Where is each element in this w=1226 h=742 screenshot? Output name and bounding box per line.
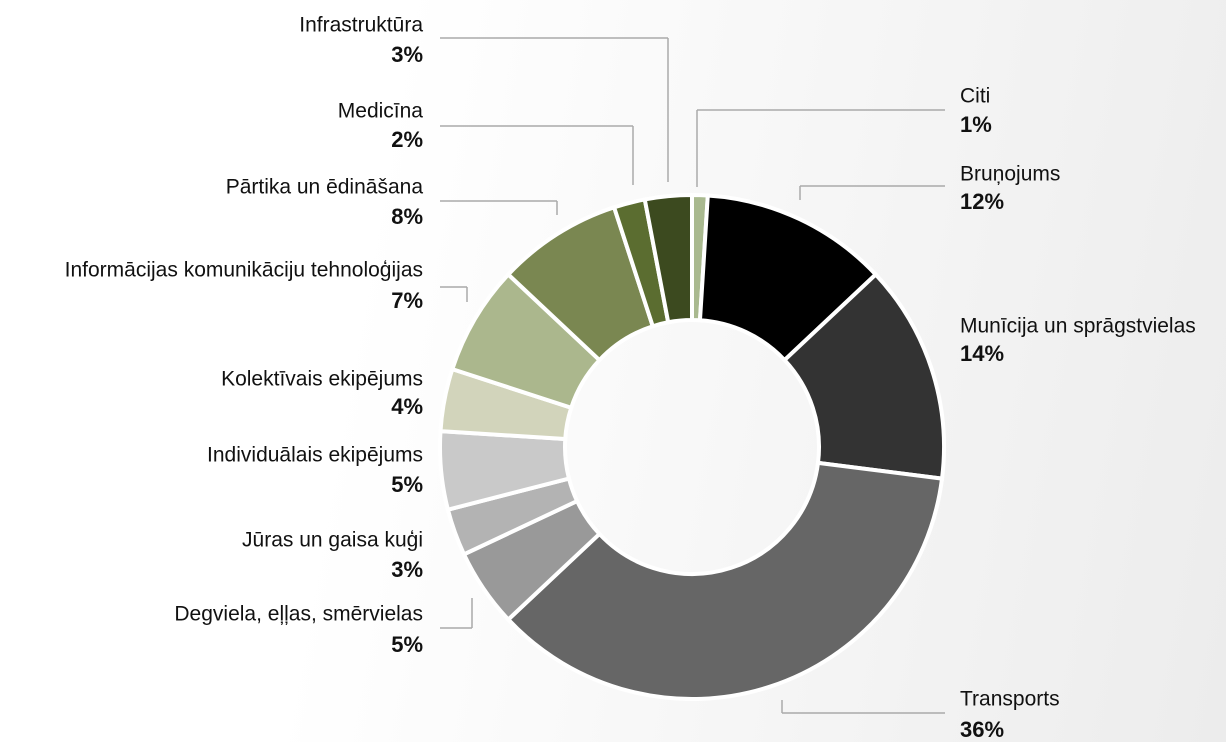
slice-label: Infrastruktūra [299, 14, 423, 37]
slice-value-label: 2% [391, 127, 423, 152]
slice-value-label: 8% [391, 204, 423, 229]
slice-value-label: 4% [391, 394, 423, 419]
slice-value-label: 7% [391, 288, 423, 313]
slice-label: Transports [960, 688, 1060, 711]
slice-label: Pārtika un ēdināšana [226, 176, 424, 199]
slice-label: Informācijas komunikāciju tehnoloģijas [65, 259, 423, 282]
slice-value-label: 3% [391, 42, 423, 67]
slice-label: Medicīna [338, 100, 424, 123]
slice-value-label: 36% [960, 717, 1004, 742]
slice-label: Kolektīvais ekipējums [221, 368, 423, 391]
slice-value-label: 3% [391, 557, 423, 582]
slice-label: Munīcija un sprāgstvielas [960, 315, 1196, 338]
slice-value-label: 1% [960, 112, 992, 137]
slice-value-label: 5% [391, 632, 423, 657]
slice-label: Jūras un gaisa kuģi [242, 529, 423, 552]
slice-value-label: 5% [391, 472, 423, 497]
slice-value-label: 12% [960, 189, 1004, 214]
slice-label: Individuālais ekipējums [207, 444, 423, 467]
slice-value-label: 14% [960, 341, 1004, 366]
slice [781, 271, 946, 481]
slice-label: Bruņojums [960, 163, 1060, 186]
slice [505, 460, 945, 701]
slice [642, 192, 694, 325]
slice-label: Citi [960, 85, 990, 108]
slice-label: Degviela, eļļas, smērvielas [174, 603, 423, 626]
